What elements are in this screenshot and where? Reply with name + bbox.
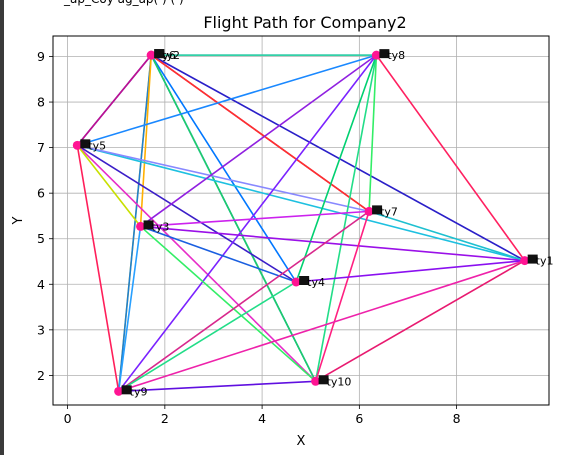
route-city5-city7: [77, 144, 370, 213]
city-point-city8: [371, 50, 381, 60]
city-label-blob: [143, 220, 154, 230]
city-label-city8: ty8: [387, 49, 405, 62]
x-axis-label: X: [297, 434, 306, 449]
y-tick-label: 3: [37, 322, 45, 337]
route-city2-city3: [139, 55, 153, 227]
city-label-city9: ty9: [130, 385, 148, 398]
route-city2-city1: [150, 54, 526, 262]
route-city5-city10: [76, 144, 317, 382]
city-point-city9: [114, 386, 124, 396]
city-label-city2: ty2: [162, 49, 180, 62]
route-city4-city9: [118, 281, 297, 393]
city-label-blob: [154, 49, 165, 59]
route-city8-city9: [118, 54, 378, 392]
route-city5-city8: [77, 54, 377, 147]
city-point-city4: [291, 277, 301, 287]
city-labels: ty1 ty2 ty3 ty4 ty5 y6 ty7 ty8 ty9 ty10: [80, 49, 554, 398]
chart-title: Flight Path for Company2: [203, 13, 406, 32]
route-city8-city3: [140, 54, 377, 228]
route-city5-city9: [76, 145, 120, 392]
y-tick-label: 5: [37, 231, 45, 246]
city-label-blob: [318, 375, 329, 385]
route-city3-city10: [139, 225, 317, 382]
city-point-city10: [311, 376, 321, 386]
route-city7-city9: [118, 210, 370, 392]
y-tick-label: 9: [37, 49, 45, 64]
city-point-city1: [520, 256, 530, 266]
y-tick-label: 2: [37, 368, 45, 383]
route-city8-city1: [375, 54, 526, 262]
x-tick-label: 8: [453, 411, 461, 426]
route-city5-city1: [77, 144, 525, 262]
route-city6-city7: [150, 54, 370, 213]
route-city8-city10: [314, 54, 378, 382]
plot-frame: [52, 35, 550, 406]
route-city2-city5: [76, 54, 152, 146]
route-city9-city1: [118, 259, 525, 393]
route-city7-city1: [368, 210, 525, 262]
x-tick-label: 2: [161, 411, 169, 426]
city-label-blob: [372, 205, 383, 215]
route-city8-city7: [368, 55, 378, 212]
route-city3-city1: [140, 225, 525, 262]
route-city4-city1: [296, 259, 525, 283]
route-city7-city10: [314, 211, 370, 382]
y-tick-label: 6: [37, 186, 45, 201]
route-city3-city9: [117, 226, 142, 392]
y-tick-label: 7: [37, 140, 45, 155]
x-tick-label: 4: [258, 411, 266, 426]
route-city2-city4: [150, 54, 297, 283]
route-city3-city7: [140, 210, 370, 228]
x-tick-label: 6: [355, 411, 363, 426]
flight-path-chart: Flight Path for Company2 ty1 ty2 ty3 ty4 ty5…: [11, 13, 554, 449]
y-tick-label: 4: [37, 277, 45, 292]
city-point-city3: [136, 221, 146, 231]
axis-ticks: 0 2 4 6 8 2 3 4 5 6 7 8 9: [37, 49, 461, 426]
route-city8-city4: [295, 54, 378, 283]
city-label-blob: [80, 139, 91, 149]
window-title-clipped: _ap_Coy ag_ap( ) ( ): [64, 0, 184, 6]
city-point-city7: [364, 206, 374, 216]
figure: _ap_Coy ag_ap( ) ( ) Flight Path for Com…: [4, 0, 569, 455]
city-label-blob: [299, 276, 310, 285]
city-label-blob: [121, 385, 132, 395]
city-label-city5: ty5: [88, 139, 106, 152]
city-label-city6: y6: [162, 49, 176, 62]
x-tick-label: 0: [64, 411, 72, 426]
city-label-blob: [379, 49, 390, 59]
route-city9-city10: [118, 380, 316, 393]
route-city5-city4: [76, 144, 297, 283]
city-label-blob: [527, 254, 538, 264]
route-city5-city3: [76, 144, 142, 227]
route-city2-city9: [117, 55, 153, 392]
city-label-city3: ty3: [152, 220, 170, 233]
city-label-city7: ty7: [380, 205, 398, 218]
route-city10-city1: [315, 259, 526, 383]
city-label-city4: ty4: [307, 276, 325, 289]
route-city6-city10: [150, 54, 317, 382]
grid: [53, 36, 549, 405]
routes: [76, 54, 526, 393]
city-point-city6: [146, 50, 156, 60]
route-city3-city4: [140, 225, 297, 283]
city-points: [72, 50, 530, 396]
city-label-city10: ty10: [327, 375, 352, 388]
y-axis-label: Y: [11, 216, 26, 225]
city-label-city1: ty1: [536, 255, 554, 268]
y-tick-label: 8: [37, 95, 45, 110]
city-point-city5: [72, 140, 82, 150]
